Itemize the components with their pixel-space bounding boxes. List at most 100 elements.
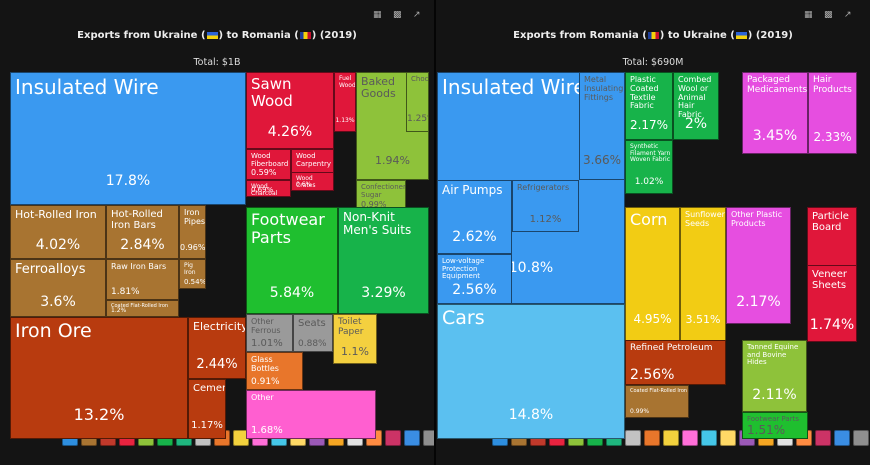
tile-value: 4.26%	[267, 124, 313, 140]
treemap-tile[interactable]: Combed Wool or Animal Hair Fabric 2%	[673, 72, 719, 140]
ukraine-flag-icon	[206, 31, 218, 39]
treemap-tile[interactable]: Plastic Coated Textile Fabric 2.17%	[625, 72, 673, 140]
treemap-tile[interactable]: Footwear Parts 5.84%	[246, 207, 338, 314]
table-icon[interactable]: ▦	[804, 10, 813, 20]
treemap-tile[interactable]: Air Pumps 2.62%	[437, 180, 512, 254]
treemap-tile[interactable]: Seats 0.88%	[293, 314, 333, 352]
treemap-tile[interactable]: Veneer Sheets 1.74%	[807, 265, 857, 342]
treemap-tile[interactable]: Insulated Wire 17.8%	[10, 72, 246, 205]
legend-item[interactable]	[404, 430, 420, 446]
treemap-tile[interactable]: Sawn Wood 4.26%	[246, 72, 334, 149]
treemap-tile[interactable]: Fuel Wood 1.13%	[334, 72, 356, 132]
tile-label: Chocolate	[411, 75, 429, 83]
treemap-tile[interactable]: Low-voltage Protection Equipment 2.56%	[437, 254, 512, 304]
tile-label: Plastic Coated Textile Fabric	[630, 75, 659, 111]
tile-value: 0.59%	[251, 168, 277, 177]
tile-value: 10.8%	[508, 260, 554, 276]
treemap-tile[interactable]: Chocolate 1.25%	[406, 72, 429, 132]
treemap-tile[interactable]: Cars 14.8%	[437, 304, 625, 439]
treemap-tile[interactable]: Coated Flat-Rolled Iron 0.99%	[625, 385, 689, 418]
tile-value: 1.02%	[634, 177, 664, 187]
image-icon[interactable]: ▩	[393, 10, 402, 20]
tile-label: Packaged Medicaments	[747, 75, 808, 95]
treemap-tile[interactable]: Iron Ore 13.2%	[10, 317, 188, 439]
tile-value: 14.8%	[508, 407, 554, 423]
legend-item[interactable]	[625, 430, 641, 446]
tile-value: 1.25%	[407, 114, 428, 124]
legend-item[interactable]	[834, 430, 850, 446]
treemap-tile[interactable]: Other Plastic Products 2.17%	[726, 207, 791, 324]
treemap-tile[interactable]: Pig Iron 0.54%	[179, 259, 206, 289]
treemap-tile[interactable]: Tanned Equine and Bovine Hides 2.11%	[742, 340, 807, 412]
treemap-tile[interactable]: Corn 4.95%	[625, 207, 680, 342]
tile-value: 0.96%	[180, 243, 206, 252]
table-icon[interactable]: ▦	[373, 10, 382, 20]
tile-label: Cars	[442, 307, 485, 329]
treemap-right: Insulated Wire 10.8% Metal Insulating Fitt…	[437, 72, 857, 439]
tile-label: Low-voltage Protection Equipment	[442, 257, 485, 281]
tile-value: 3.45%	[752, 128, 798, 144]
treemap-left: Insulated Wire 17.8% Hot-Rolled Iron 4.02% H…	[10, 72, 429, 439]
treemap-tile[interactable]: Toilet Paper 1.1%	[333, 314, 377, 364]
treemap-tile[interactable]: Hot-Rolled Iron 4.02%	[10, 205, 106, 259]
legend-item[interactable]	[385, 430, 401, 446]
treemap-tile[interactable]: Coated Flat-Rolled Iron 1.2%	[106, 300, 179, 317]
tile-value: 1.13%	[335, 117, 355, 124]
treemap-tile[interactable]: Synthetic Filament Yarn Woven Fabric 1.02…	[625, 140, 673, 194]
legend-item[interactable]	[720, 430, 736, 446]
treemap-tile[interactable]: Refined Petroleum 2.56%	[625, 340, 726, 385]
treemap-tile[interactable]: Raw Iron Bars 1.81%	[106, 259, 179, 300]
treemap-tile[interactable]: Cement 1.17%	[188, 379, 226, 439]
treemap-tile[interactable]: Glass Bottles 0.91%	[246, 352, 303, 390]
treemap-tile[interactable]: Packaged Medicaments 3.45%	[742, 72, 808, 154]
tile-label: Veneer Sheets	[812, 269, 847, 291]
legend-item[interactable]	[815, 430, 831, 446]
legend-item[interactable]	[644, 430, 660, 446]
tile-value: 2.11%	[752, 387, 797, 403]
treemap-tile[interactable]: Wood Crates 0.6%	[291, 172, 334, 191]
total-label: Total: $690M	[622, 57, 684, 68]
tile-value: 3.66%	[582, 153, 622, 167]
treemap-tile[interactable]: Iron Pipes 0.96%	[179, 205, 206, 259]
treemap-tile[interactable]: Hot-Rolled Iron Bars 2.84%	[106, 205, 179, 259]
legend-item[interactable]	[853, 430, 869, 446]
treemap-tile[interactable]: Hair Products 2.33%	[808, 72, 857, 154]
treemap-tile[interactable]: Other 1.68%	[246, 390, 376, 439]
tile-value: 2.84%	[120, 237, 165, 253]
tile-label: Hair Products	[813, 75, 852, 95]
tile-label: Refrigerators	[517, 183, 570, 192]
tile-value: 0.99%	[630, 408, 650, 415]
treemap-tile[interactable]: Ferroalloys 3.6%	[10, 259, 106, 317]
legend-item[interactable]	[682, 430, 698, 446]
tile-label: Refined Petroleum	[630, 343, 713, 353]
tile-label: Particle Board	[812, 211, 849, 233]
tile-value: 1.81%	[111, 287, 140, 297]
legend-item[interactable]	[663, 430, 679, 446]
external-link-icon[interactable]: ↗	[844, 10, 852, 20]
treemap-tile[interactable]: Footwear Parts 1.51%	[742, 412, 808, 439]
tile-value: 4.95%	[633, 312, 672, 326]
treemap-tile[interactable]: Wood Fiberboard 0.59%	[246, 149, 291, 180]
tile-label: Other Plastic Products	[731, 210, 783, 228]
treemap-tile[interactable]: Sunflower Seeds 3.51%	[680, 207, 726, 342]
tile-value: 1.1%	[341, 345, 369, 358]
image-icon[interactable]: ▩	[824, 10, 833, 20]
tile-label: Fuel Wood	[339, 75, 356, 89]
tile-label: Insulated Wire	[442, 75, 586, 99]
tile-label: Synthetic Filament Yarn Woven Fabric	[630, 143, 671, 164]
tile-label: Toilet Paper	[338, 317, 364, 337]
tile-value: 2.56%	[452, 282, 497, 298]
treemap-tile[interactable]: Metal Insulating Fittings 3.66%	[579, 72, 625, 180]
tile-label: Other Ferrous	[251, 317, 281, 335]
treemap-tile[interactable]: Electricity 2.44%	[188, 317, 246, 379]
external-link-icon[interactable]: ↗	[413, 10, 421, 20]
legend-item[interactable]	[701, 430, 717, 446]
tile-label: Other	[251, 393, 274, 402]
tile-label: Footwear Parts	[747, 415, 799, 423]
treemap-tile[interactable]: Non-Knit Men's Suits 3.29%	[338, 207, 429, 314]
chart-title: Exports from Romania () to Ukraine () (2…	[513, 30, 793, 41]
treemap-tile[interactable]: Wood Charcoal 0.69%	[246, 180, 291, 197]
tile-label: Coated Flat-Rolled Iron	[111, 303, 169, 309]
treemap-tile[interactable]: Refrigerators 1.12%	[512, 180, 579, 232]
treemap-tile[interactable]: Other Ferrous 1.01%	[246, 314, 293, 352]
